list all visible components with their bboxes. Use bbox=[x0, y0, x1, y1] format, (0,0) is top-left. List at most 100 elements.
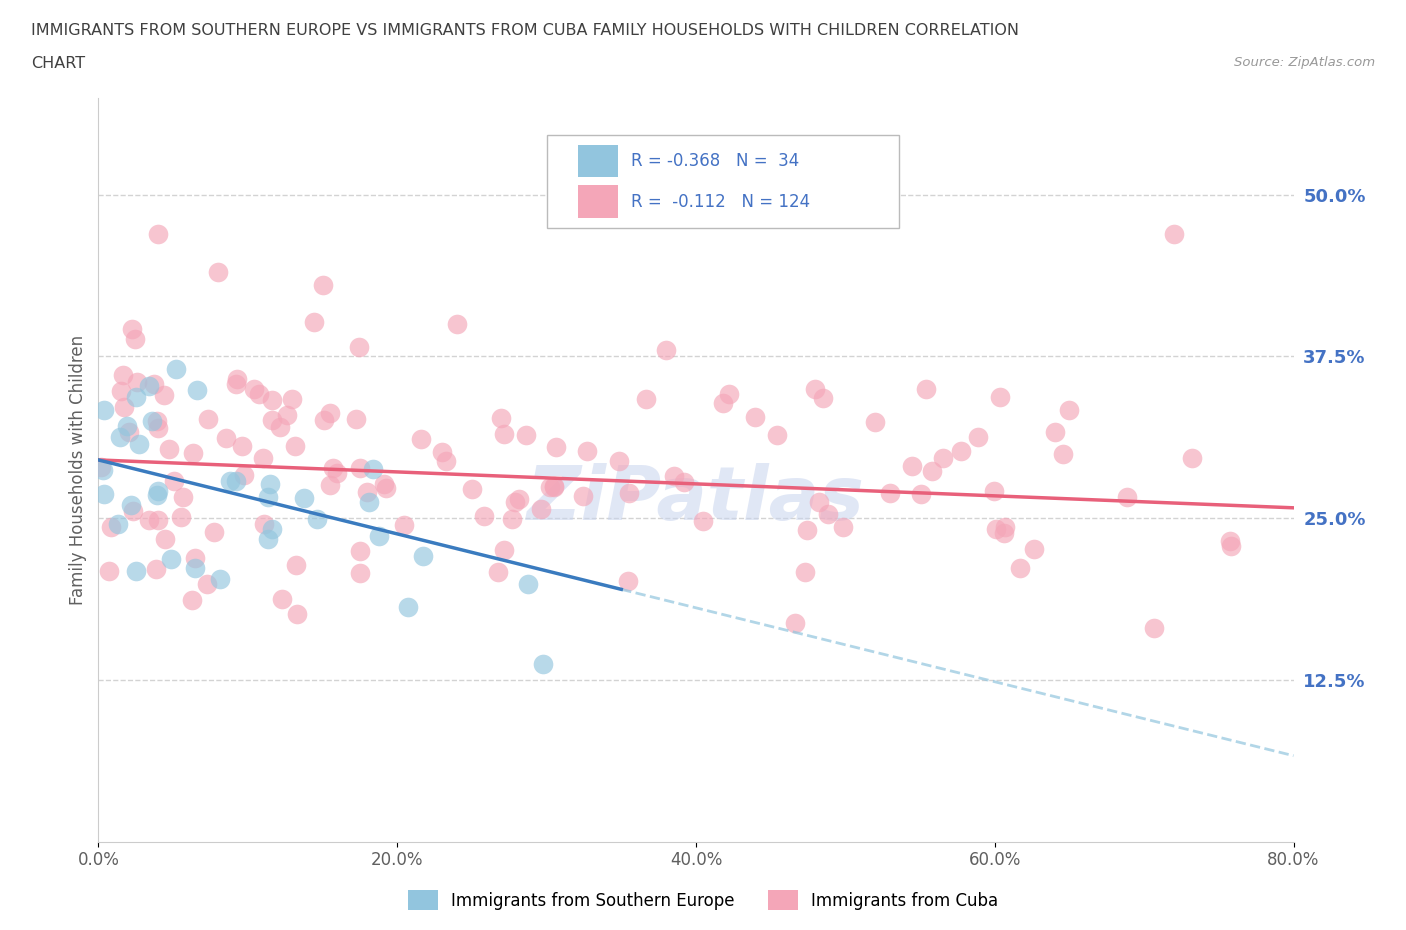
Point bbox=[121, 503, 143, 518]
Point bbox=[276, 408, 298, 423]
Point bbox=[879, 485, 901, 500]
Point bbox=[817, 507, 839, 522]
Point bbox=[349, 565, 371, 580]
Point bbox=[319, 477, 342, 492]
Point bbox=[215, 431, 238, 445]
Point bbox=[181, 445, 204, 460]
Point bbox=[93, 462, 115, 477]
Point bbox=[1219, 534, 1241, 549]
Point bbox=[492, 427, 515, 442]
Point bbox=[901, 458, 924, 473]
Point bbox=[100, 519, 122, 534]
Point bbox=[145, 562, 167, 577]
Point bbox=[1057, 403, 1080, 418]
Point bbox=[807, 495, 830, 510]
Point bbox=[153, 531, 176, 546]
FancyBboxPatch shape bbox=[578, 185, 619, 219]
Point bbox=[225, 473, 247, 488]
Point bbox=[988, 390, 1011, 405]
Point bbox=[544, 440, 567, 455]
Legend: Immigrants from Southern Europe, Immigrants from Cuba: Immigrants from Southern Europe, Immigra… bbox=[401, 884, 1005, 917]
Point bbox=[655, 342, 678, 357]
Point bbox=[503, 495, 526, 510]
Point bbox=[1115, 489, 1137, 504]
Point bbox=[766, 427, 789, 442]
Point bbox=[148, 484, 170, 498]
Point bbox=[374, 480, 396, 495]
Point bbox=[349, 339, 371, 354]
Point bbox=[994, 519, 1017, 534]
Point bbox=[931, 451, 953, 466]
Point bbox=[1010, 560, 1032, 575]
Point bbox=[281, 392, 304, 406]
Point bbox=[411, 432, 433, 446]
Point bbox=[412, 548, 434, 563]
Point bbox=[146, 421, 169, 436]
Point bbox=[253, 516, 276, 531]
Point bbox=[717, 386, 740, 401]
Point bbox=[181, 592, 204, 607]
Point bbox=[368, 528, 391, 543]
Point bbox=[711, 396, 734, 411]
Point bbox=[118, 424, 141, 439]
Point bbox=[344, 412, 367, 427]
Point bbox=[302, 314, 325, 329]
Point bbox=[195, 577, 218, 591]
Point bbox=[915, 381, 938, 396]
Text: ZiPatlas: ZiPatlas bbox=[527, 463, 865, 536]
Point bbox=[148, 513, 170, 528]
Point bbox=[357, 495, 380, 510]
Point bbox=[516, 577, 538, 591]
Point bbox=[124, 332, 146, 347]
Point bbox=[1181, 451, 1204, 466]
Point bbox=[796, 523, 818, 538]
Point bbox=[530, 502, 553, 517]
Point bbox=[1045, 424, 1067, 439]
Text: CHART: CHART bbox=[31, 56, 84, 71]
Point bbox=[127, 375, 149, 390]
Point bbox=[128, 436, 150, 451]
Point bbox=[672, 474, 695, 489]
Point bbox=[145, 487, 167, 502]
Point bbox=[501, 512, 523, 526]
Point bbox=[219, 473, 242, 488]
Point bbox=[531, 657, 554, 671]
Point bbox=[326, 466, 349, 481]
Point bbox=[207, 265, 229, 280]
Point bbox=[434, 454, 457, 469]
Point bbox=[243, 381, 266, 396]
Point bbox=[794, 565, 817, 579]
Point bbox=[1163, 226, 1185, 241]
Point bbox=[538, 480, 561, 495]
Point bbox=[910, 486, 932, 501]
Point bbox=[209, 571, 232, 586]
Text: Source: ZipAtlas.com: Source: ZipAtlas.com bbox=[1234, 56, 1375, 69]
Point bbox=[165, 361, 187, 376]
Point bbox=[319, 405, 342, 420]
Point bbox=[160, 551, 183, 566]
Point bbox=[967, 430, 990, 445]
Point bbox=[804, 381, 827, 396]
Point bbox=[108, 430, 131, 445]
Point bbox=[252, 451, 274, 466]
Point bbox=[311, 278, 333, 293]
Point bbox=[142, 377, 165, 392]
Point bbox=[121, 322, 143, 337]
Point bbox=[430, 445, 453, 459]
Point bbox=[270, 591, 292, 606]
Point bbox=[231, 439, 253, 454]
Point bbox=[145, 413, 167, 428]
Point bbox=[307, 512, 329, 526]
Point bbox=[472, 509, 495, 524]
Point bbox=[508, 492, 530, 507]
Point bbox=[1220, 538, 1243, 553]
Point bbox=[285, 606, 308, 621]
Point bbox=[157, 442, 180, 457]
Point bbox=[186, 383, 208, 398]
Point bbox=[1022, 541, 1045, 556]
Point bbox=[260, 392, 283, 407]
Point bbox=[1052, 446, 1074, 461]
Point bbox=[983, 484, 1005, 498]
Point bbox=[921, 464, 943, 479]
Point bbox=[486, 565, 509, 579]
